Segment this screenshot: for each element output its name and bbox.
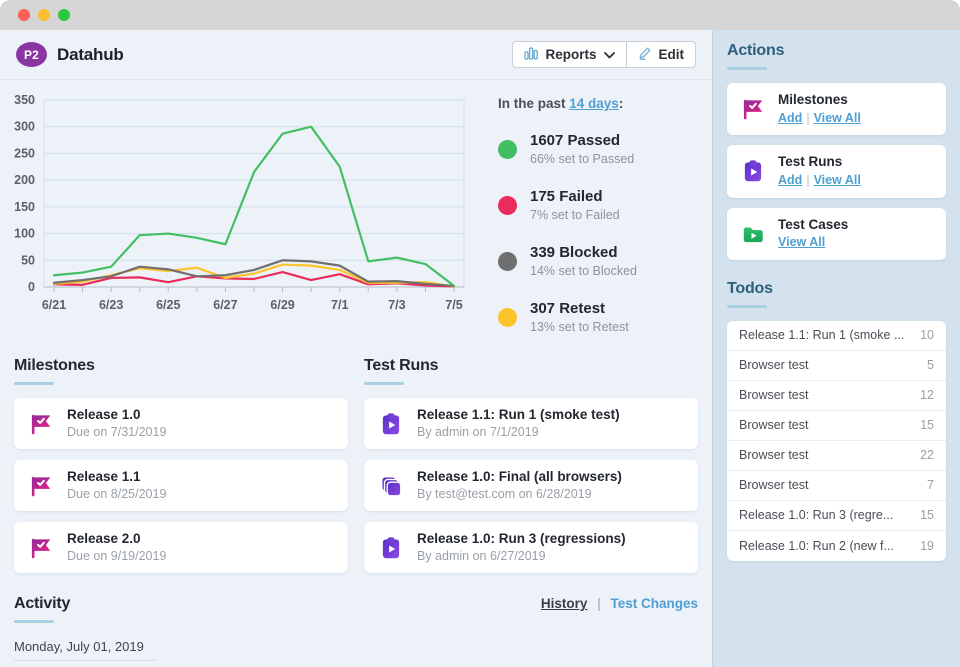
svg-text:6/23: 6/23	[99, 298, 123, 312]
header-button-group: Reports Edit	[512, 41, 696, 68]
test-cases-view-all-link[interactable]: View All	[778, 235, 826, 250]
legend-item-retest: 307 Retest 13% set to Retest	[498, 300, 698, 335]
failed-dot-icon	[498, 196, 517, 215]
milestone-flag-icon	[28, 411, 54, 437]
test-plan-icon	[378, 473, 404, 499]
heading-rule	[14, 620, 54, 624]
svg-text:6/29: 6/29	[270, 298, 294, 312]
svg-text:200: 200	[14, 173, 35, 187]
minimize-window-icon[interactable]	[38, 9, 50, 21]
todo-row[interactable]: Release 1.0: Run 3 (regre... 15	[727, 501, 946, 531]
test-runs-view-all-link[interactable]: View All	[813, 172, 861, 187]
heading-rule	[727, 304, 767, 308]
retest-dot-icon	[498, 308, 517, 327]
activity-heading: Activity	[14, 595, 71, 613]
action-card-test-runs: Test Runs Add | View All	[727, 145, 946, 198]
legend-title: In the past 14 days:	[498, 96, 624, 111]
svg-text:150: 150	[14, 200, 35, 214]
passed-dot-icon	[498, 140, 517, 159]
test-runs-section: Test Runs Release 1.1: Run 1 (smoke t	[364, 357, 698, 574]
right-sidebar: Actions Milestones Add | View All	[712, 30, 960, 667]
test-run-icon	[740, 158, 766, 184]
todos-section: Todos Release 1.1: Run 1 (smoke ... 10 B…	[727, 280, 946, 561]
todo-row[interactable]: Browser test 7	[727, 471, 946, 501]
legend-item-failed: 175 Failed 7% set to Failed	[498, 188, 698, 223]
test-run-icon	[378, 535, 404, 561]
page-title: Datahub	[57, 44, 124, 64]
milestone-flag-icon	[740, 96, 766, 122]
tab-test-changes[interactable]: Test Changes	[610, 596, 698, 612]
tab-history[interactable]: History	[540, 596, 588, 612]
milestones-add-link[interactable]: Add	[778, 110, 803, 125]
chevron-down-icon	[603, 47, 615, 62]
activity-tabs: History | Test Changes	[540, 596, 698, 612]
close-window-icon[interactable]	[18, 9, 30, 21]
test-run-card[interactable]: Release 1.0: Run 3 (regressions) By admi…	[364, 522, 698, 574]
todo-row[interactable]: Browser test 15	[727, 411, 946, 441]
svg-text:300: 300	[14, 120, 35, 134]
svg-text:250: 250	[14, 146, 35, 160]
svg-text:100: 100	[14, 227, 35, 241]
svg-text:7/1: 7/1	[331, 298, 348, 312]
todo-row[interactable]: Release 1.0: Run 2 (new f... 19	[739, 538, 934, 553]
milestone-card[interactable]: Release 1.1 Due on 8/25/2019	[14, 460, 348, 512]
legend-item-passed: 1607 Passed 66% set to Passed	[498, 132, 698, 167]
svg-text:7/5: 7/5	[445, 298, 462, 312]
milestone-card[interactable]: Release 1.0 Due on 7/31/2019	[14, 398, 348, 450]
test-runs-add-link[interactable]: Add	[778, 172, 803, 187]
legend-item-blocked: 339 Blocked 14% set to Blocked	[498, 244, 698, 279]
project-header: P2 Datahub Reports	[0, 30, 712, 80]
todo-row[interactable]: Browser test 22	[727, 441, 946, 471]
todos-heading: Todos	[727, 279, 773, 297]
milestone-flag-icon	[28, 473, 54, 499]
test-run-card[interactable]: Release 1.1: Run 1 (smoke test) By admin…	[364, 398, 698, 450]
todo-row[interactable]: Browser test 5	[727, 351, 946, 381]
test-plan-card[interactable]: Release 1.0: Final (all browsers) By tes…	[364, 460, 698, 512]
main-content: P2 Datahub Reports	[0, 30, 712, 667]
test-run-icon	[378, 411, 404, 437]
pencil-icon	[638, 46, 652, 63]
svg-text:6/27: 6/27	[213, 298, 237, 312]
zoom-window-icon[interactable]	[58, 9, 70, 21]
milestones-heading: Milestones	[14, 357, 95, 374]
svg-text:50: 50	[21, 253, 35, 267]
test-runs-heading: Test Runs	[364, 357, 439, 374]
todo-row[interactable]: Release 1.1: Run 1 (smoke ... 10	[727, 321, 946, 351]
milestone-flag-icon	[28, 535, 54, 561]
milestones-section: Milestones Release 1.0	[14, 357, 348, 574]
heading-rule	[727, 67, 767, 70]
test-cases-folder-icon	[740, 221, 766, 247]
reports-button[interactable]: Reports	[512, 41, 627, 68]
trend-chart-row: 0 50 100 150 200 250 300 350 6/21 6/23 6/25 6/27 6/2…	[0, 80, 712, 335]
activity-date: Monday, July 01, 2019	[14, 639, 156, 662]
todos-list: Release 1.1: Run 1 (smoke ... 10 Browser…	[727, 320, 946, 561]
project-badge: P2	[16, 42, 47, 67]
svg-text:350: 350	[14, 93, 35, 107]
svg-text:6/21: 6/21	[42, 298, 66, 312]
heading-rule	[14, 382, 54, 385]
heading-rule	[364, 382, 404, 385]
results-trend-chart: 0 50 100 150 200 250 300 350 6/21 6/23 6/25 6/27 6/2…	[14, 93, 465, 312]
past-14-days-link[interactable]: 14 days	[569, 96, 619, 111]
window-titlebar	[0, 0, 960, 30]
blocked-dot-icon	[498, 252, 517, 271]
milestones-view-all-link[interactable]: View All	[813, 110, 861, 125]
svg-text:0: 0	[28, 280, 35, 294]
todo-row[interactable]: Browser test 12	[727, 381, 946, 411]
milestone-card[interactable]: Release 2.0 Due on 9/19/2019	[14, 522, 348, 574]
edit-button[interactable]: Edit	[625, 41, 696, 68]
action-card-test-cases: Test Cases View All	[727, 207, 946, 260]
svg-text:6/25: 6/25	[156, 298, 180, 312]
actions-heading: Actions	[727, 42, 785, 59]
bar-chart-icon	[524, 46, 539, 63]
svg-text:7/3: 7/3	[388, 298, 405, 312]
action-card-milestones: Milestones Add | View All	[727, 83, 946, 136]
activity-section: Activity History | Test Changes Monday, …	[0, 595, 712, 667]
chart-legend: In the past 14 days: 1607 Passed 66% set…	[498, 92, 698, 335]
